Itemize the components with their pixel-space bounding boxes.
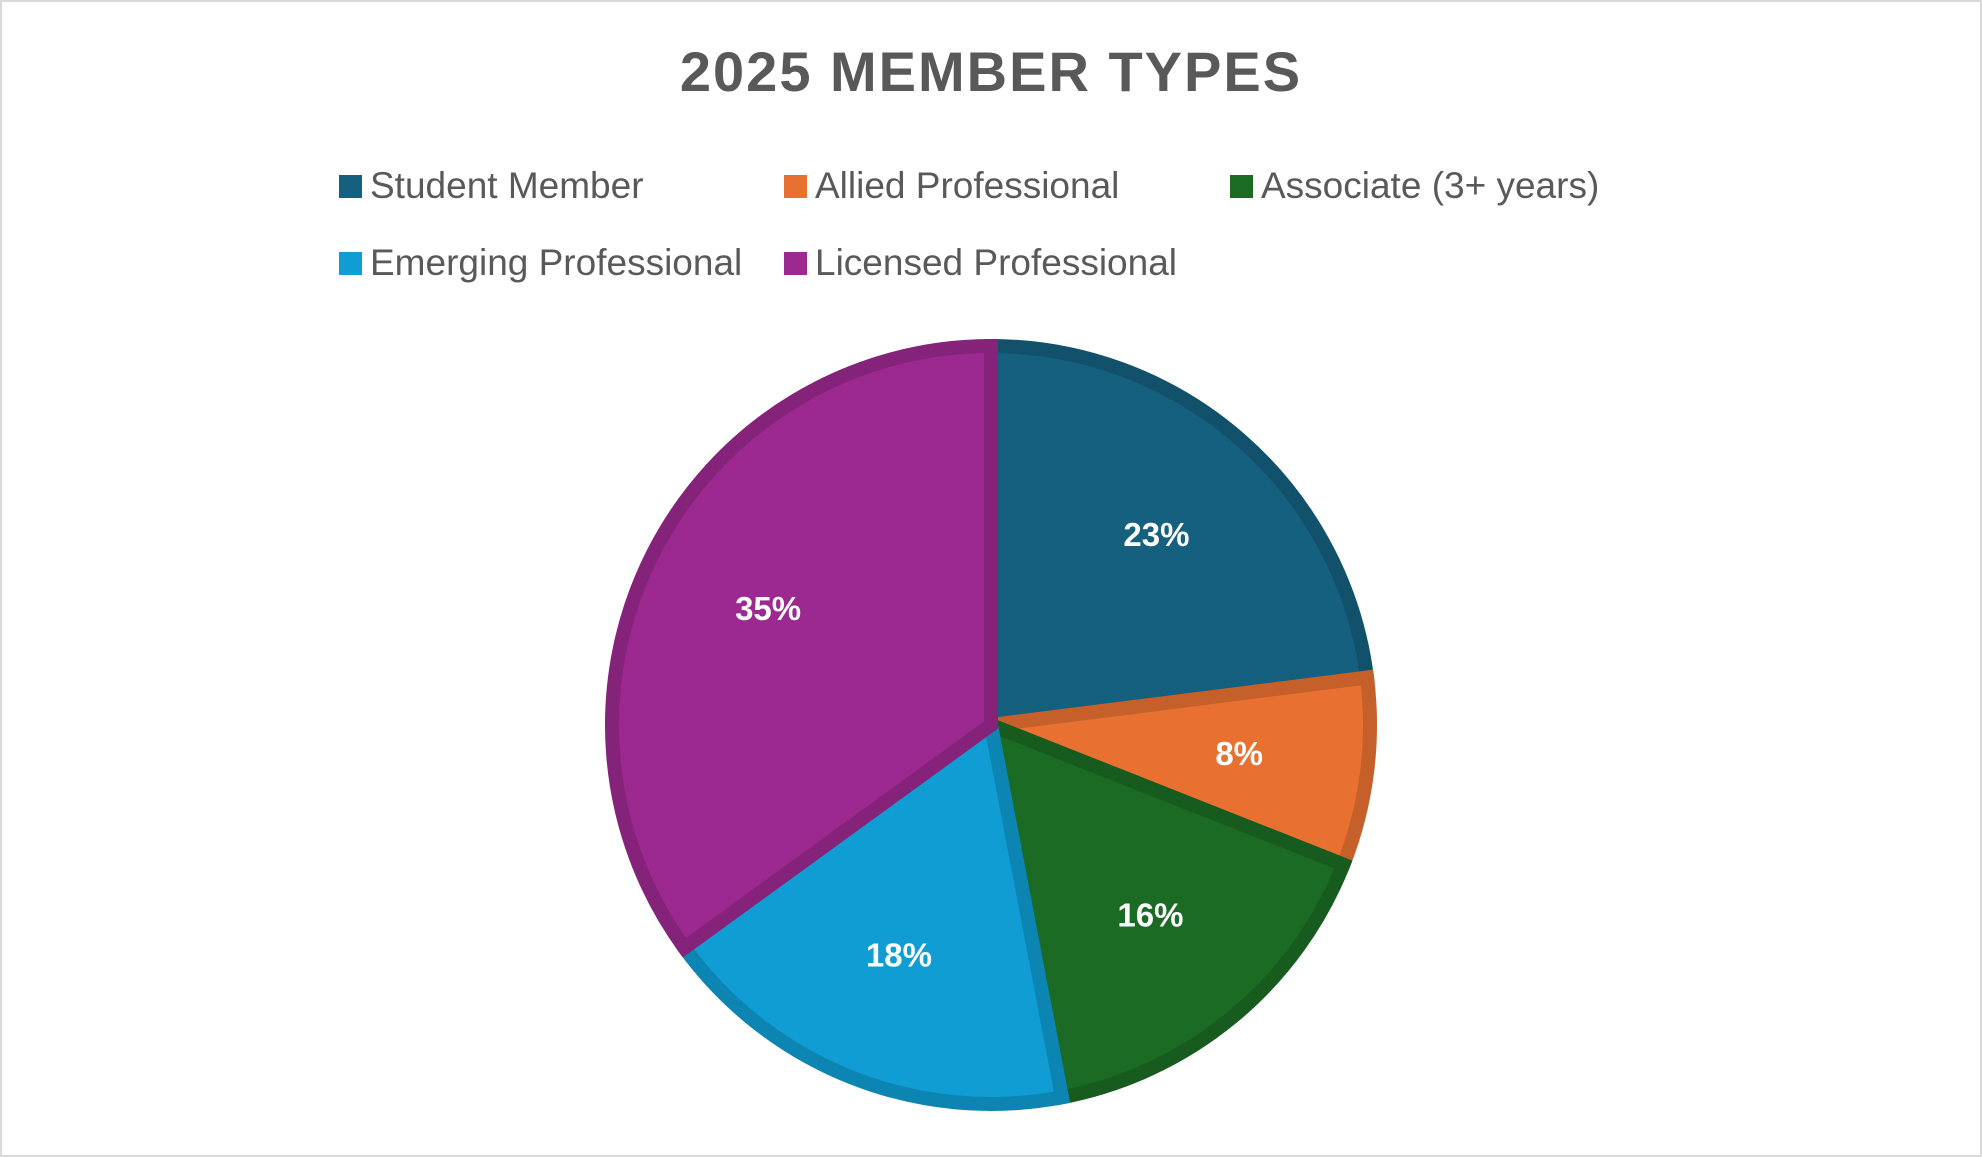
pie-slice [984, 338, 1375, 733]
legend-swatch [784, 252, 807, 275]
legend-label: Allied Professional [815, 165, 1119, 206]
data-label: 23% [1123, 516, 1189, 553]
legend-label: Student Member [370, 165, 644, 206]
data-label: 35% [735, 590, 801, 627]
legend-swatch [339, 175, 362, 198]
data-label: 16% [1117, 896, 1183, 933]
pie-slice [981, 713, 1353, 1106]
legend-label: Emerging Professional [370, 242, 742, 283]
legend-swatch [339, 252, 362, 275]
legend-swatch [784, 175, 807, 198]
data-label: 18% [866, 936, 932, 973]
data-label: 8% [1215, 735, 1263, 772]
pie-slice [674, 712, 1071, 1111]
pie-slice [988, 669, 1377, 874]
legend-swatch [1230, 175, 1253, 198]
legend-label: Associate (3+ years) [1261, 165, 1599, 206]
legend-label: Licensed Professional [815, 242, 1177, 283]
chart-title: 2025 MEMBER TYPES [680, 40, 1302, 103]
pie-slice [605, 338, 998, 958]
